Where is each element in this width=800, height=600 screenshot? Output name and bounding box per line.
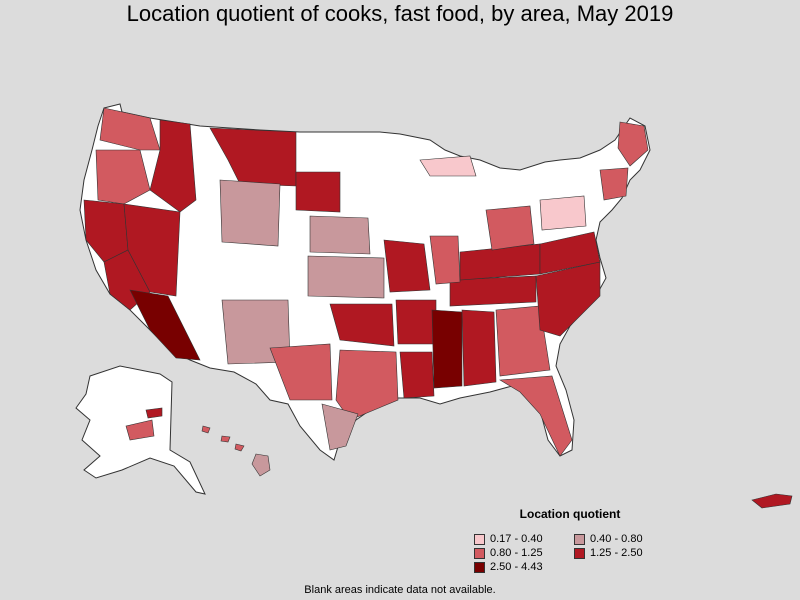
region-texas-gulf — [321, 403, 359, 451]
legend-item: 0.17 - 0.40 — [474, 533, 543, 547]
footnote: Blank areas indicate data not available. — [304, 584, 496, 596]
hawaii-islands — [201, 425, 271, 477]
region-florida — [499, 375, 573, 457]
map-regions — [83, 107, 649, 457]
puerto-rico — [751, 493, 793, 509]
region-illinois-south — [429, 235, 461, 285]
legend-swatch — [574, 533, 585, 545]
region-nebraska — [309, 215, 371, 255]
region-arkansas — [395, 299, 437, 345]
region-new-england — [599, 167, 629, 201]
legend-swatch — [574, 547, 585, 559]
region-maine — [617, 121, 649, 167]
legend-item: 1.25 - 2.50 — [574, 547, 643, 561]
region-oregon-coast — [95, 149, 151, 205]
region-texas-west — [269, 343, 333, 401]
region-idaho — [149, 119, 197, 213]
region-missouri — [383, 239, 431, 293]
legend-label: 0.80 - 1.25 — [490, 547, 543, 560]
region-pennsylvania — [539, 195, 587, 231]
legend-item: 2.50 - 4.43 — [474, 561, 543, 575]
region-tennessee — [449, 275, 537, 307]
legend-label: 0.17 - 0.40 — [490, 533, 543, 546]
legend-item: 0.40 - 0.80 — [574, 533, 643, 547]
legend-label: 2.50 - 4.43 — [490, 561, 543, 574]
legend-label: 1.25 - 2.50 — [590, 547, 643, 560]
legend-item: 0.80 - 1.25 — [474, 547, 543, 561]
region-alaska-south — [125, 419, 155, 441]
legend-swatch — [474, 547, 485, 559]
region-north-dakota — [295, 171, 341, 213]
region-texas-east — [335, 349, 399, 421]
map-title: Location quotient of cooks, fast food, b… — [126, 1, 674, 26]
region-kansas — [307, 255, 385, 299]
region-nevada — [123, 203, 181, 297]
region-virginia — [539, 231, 601, 275]
region-alaska-central — [145, 407, 163, 419]
region-georgia — [495, 305, 551, 377]
legend-label: 0.40 - 0.80 — [590, 533, 643, 546]
region-louisiana — [399, 351, 435, 399]
region-mississippi — [431, 309, 463, 389]
region-wyoming — [219, 179, 281, 247]
region-washington — [99, 107, 161, 151]
legend-swatch — [474, 533, 485, 545]
legend-title: Location quotient — [519, 507, 621, 521]
region-oklahoma — [329, 303, 395, 347]
legend-swatch — [474, 561, 485, 573]
region-alabama — [461, 309, 497, 387]
region-arizona — [129, 289, 201, 361]
region-ohio — [485, 205, 535, 251]
region-michigan — [419, 155, 477, 177]
